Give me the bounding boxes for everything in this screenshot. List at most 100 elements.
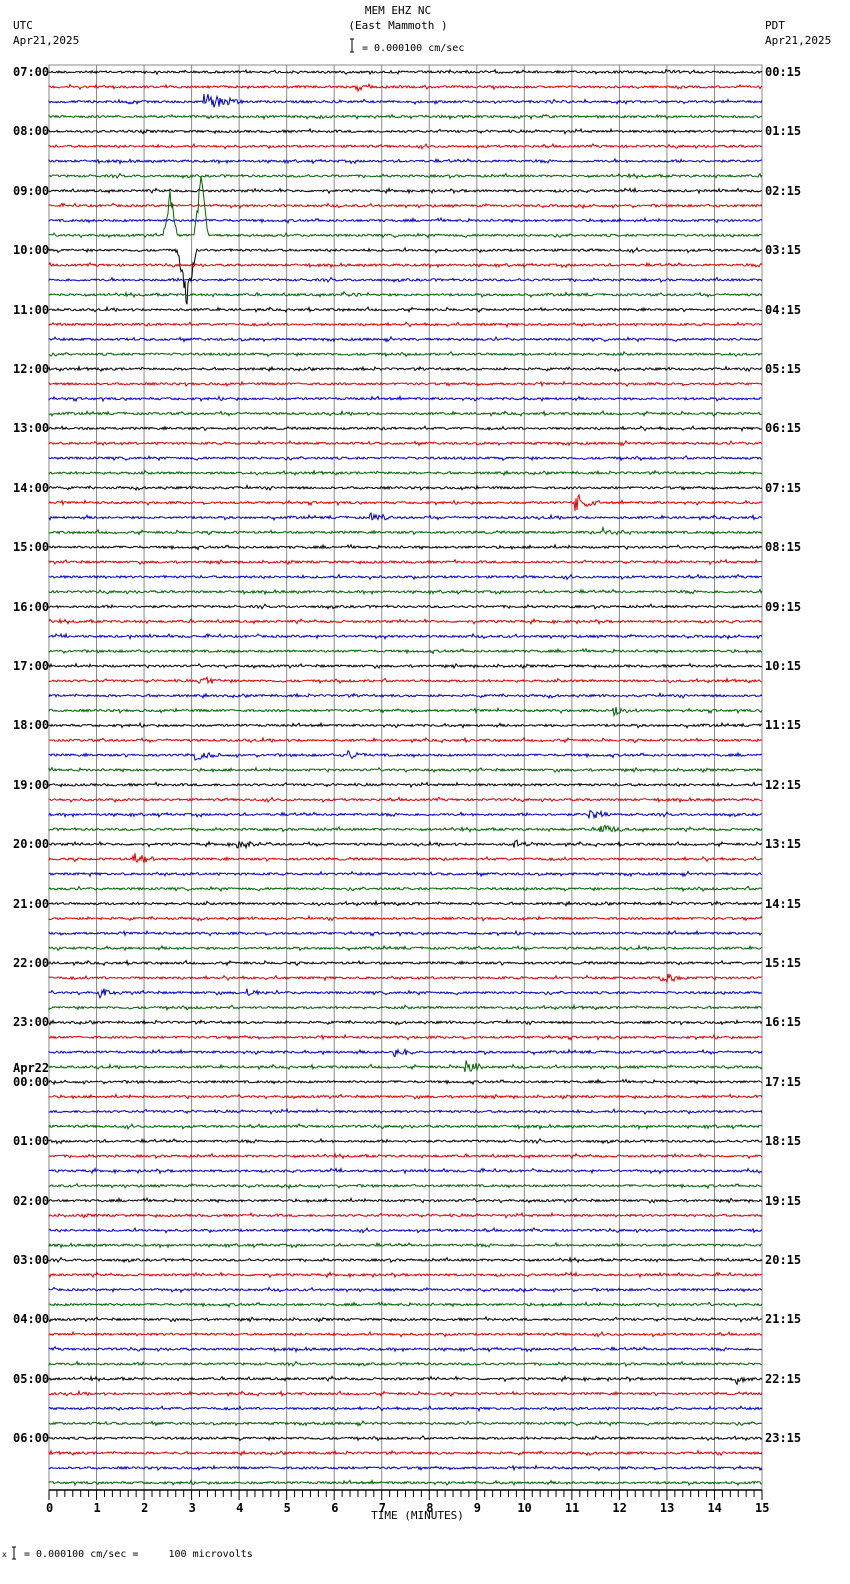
x-axis-title: TIME (MINUTES)	[371, 1509, 464, 1522]
x-tick-label: 12	[612, 1501, 627, 1515]
pdt-hour-label: 19:15	[765, 1193, 802, 1208]
trace-line	[48, 1166, 763, 1175]
trace-line	[48, 127, 763, 135]
trace-line	[48, 1315, 763, 1323]
utc-hour-label: 15:00	[13, 540, 50, 555]
date-change-label: Apr22	[13, 1060, 50, 1075]
trace-line	[48, 394, 763, 403]
x-tick-label: 11	[564, 1501, 580, 1515]
x-tick-label: 5	[283, 1501, 291, 1515]
utc-hour-label: 07:00	[13, 65, 50, 79]
station-location: (East Mammoth )	[348, 19, 448, 32]
trace-line	[48, 1478, 763, 1487]
trace-line	[48, 1270, 763, 1279]
trace-line	[48, 1449, 763, 1457]
trace-line	[48, 290, 763, 299]
trace-line	[48, 749, 763, 761]
utc-hour-label: 18:00	[13, 718, 50, 733]
trace-line	[48, 172, 763, 180]
trace-line	[48, 409, 763, 418]
trace-line	[48, 1345, 763, 1354]
trace-line	[48, 364, 763, 373]
pdt-hour-label: 08:15	[765, 540, 802, 555]
pdt-hour-label: 06:15	[765, 421, 802, 436]
trace-line	[48, 1047, 763, 1058]
trace-line	[48, 1241, 763, 1250]
x-tick-label: 1	[93, 1501, 101, 1515]
pdt-hour-label: 11:15	[765, 718, 802, 733]
trace-line	[48, 736, 763, 744]
trace-line	[48, 973, 762, 984]
trace-line	[48, 691, 763, 700]
utc-hour-label: 21:00	[13, 896, 50, 911]
x-tick-label: 8	[426, 1501, 434, 1515]
minute-gridlines	[48, 64, 763, 1491]
pdt-hour-label: 14:15	[765, 896, 802, 911]
x-tick-label: 3	[188, 1501, 196, 1515]
trace-line	[48, 809, 763, 820]
utc-hour-label: 03:00	[13, 1253, 50, 1267]
utc-hour-label: 19:00	[13, 777, 50, 792]
trace-line	[48, 380, 763, 388]
x-tick-label: 2	[141, 1501, 149, 1515]
x-tick-label: 7	[378, 1501, 386, 1515]
trace-line	[48, 1018, 763, 1026]
trace-line	[48, 603, 763, 610]
trace-line	[48, 1152, 763, 1160]
trace-line	[48, 113, 763, 121]
pdt-hour-label: 20:15	[765, 1253, 802, 1267]
pdt-hour-label: 23:15	[765, 1431, 802, 1446]
trace-line	[48, 1092, 763, 1100]
trace-line	[48, 899, 763, 907]
trace-line	[48, 1286, 763, 1294]
trace-line	[48, 82, 763, 93]
trace-line	[48, 1137, 763, 1145]
footer-scale-label: = 0.000100 cm/sec = 100 microvolts	[24, 1549, 253, 1560]
utc-hour-label: 01:00	[13, 1134, 50, 1149]
trace-line	[48, 1256, 763, 1264]
utc-hour-label: 04:00	[13, 1312, 50, 1327]
left-timezone: UTC	[13, 19, 33, 32]
trace-line	[48, 1464, 763, 1472]
trace-line	[48, 1107, 763, 1116]
trace-line	[48, 493, 763, 511]
footer-prefix: x	[2, 1550, 7, 1559]
trace-line	[48, 1226, 763, 1234]
trace-line	[48, 721, 763, 729]
utc-hour-label: 22:00	[13, 956, 50, 970]
trace-line	[48, 988, 763, 1000]
trace-line	[48, 632, 763, 641]
trace-line	[48, 675, 763, 685]
trace-line	[48, 261, 763, 269]
trace-line	[48, 781, 763, 789]
pdt-hour-label: 22:15	[765, 1371, 802, 1386]
left-date: Apr21,2025	[13, 34, 80, 47]
trace-line	[48, 1360, 763, 1368]
trace-line	[48, 157, 763, 166]
trace-line	[48, 1033, 763, 1041]
utc-hour-label: 20:00	[13, 837, 50, 852]
utc-hour-label: 08:00	[13, 124, 50, 139]
trace-line	[48, 1122, 763, 1131]
trace-line	[48, 824, 763, 833]
trace-line	[48, 1389, 763, 1398]
trace-line	[48, 1405, 763, 1413]
trace-line	[48, 350, 763, 358]
utc-hour-label: 09:00	[13, 183, 50, 198]
pdt-hour-label: 12:15	[765, 777, 802, 792]
utc-hour-label: 17:00	[13, 659, 50, 673]
trace-line	[48, 1196, 763, 1204]
trace-line	[48, 766, 763, 774]
trace-line	[48, 1330, 763, 1338]
utc-hour-label: 23:00	[13, 1015, 50, 1030]
trace-line	[48, 1211, 763, 1220]
trace-line	[48, 573, 763, 581]
pdt-hour-label: 17:15	[765, 1074, 802, 1089]
utc-hour-label: 06:00	[13, 1431, 50, 1446]
trace-line	[48, 558, 763, 566]
pdt-hour-label: 05:15	[765, 362, 802, 376]
trace-line	[48, 483, 763, 492]
trace-line	[48, 1078, 763, 1086]
trace-line	[48, 647, 763, 655]
